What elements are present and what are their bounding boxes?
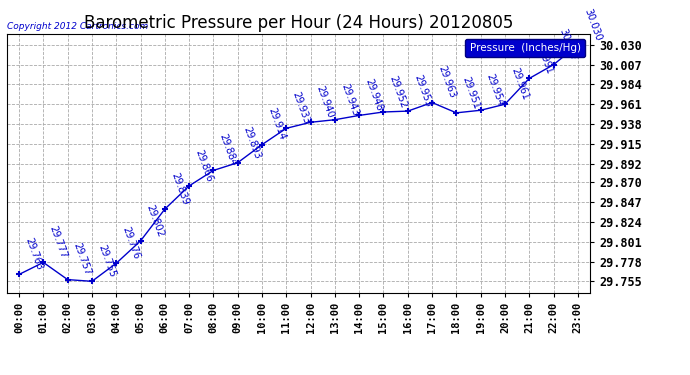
Text: 30.007: 30.007 bbox=[558, 27, 579, 62]
Text: 29.893: 29.893 bbox=[242, 125, 263, 160]
Text: 29.953: 29.953 bbox=[412, 73, 433, 108]
Text: 29.914: 29.914 bbox=[266, 107, 287, 142]
Text: 29.839: 29.839 bbox=[169, 171, 190, 206]
Pressure  (Inches/Hg) bbox=[573, 43, 582, 47]
Pressure  (Inches/Hg) bbox=[477, 108, 485, 112]
Text: 29.777: 29.777 bbox=[48, 224, 68, 260]
Text: 29.951: 29.951 bbox=[460, 75, 482, 110]
Text: 29.776: 29.776 bbox=[120, 225, 141, 261]
Pressure  (Inches/Hg) bbox=[209, 168, 217, 172]
Pressure  (Inches/Hg) bbox=[112, 261, 120, 266]
Pressure  (Inches/Hg) bbox=[185, 184, 193, 188]
Pressure  (Inches/Hg) bbox=[137, 238, 145, 243]
Text: 29.943: 29.943 bbox=[339, 82, 360, 117]
Pressure  (Inches/Hg) bbox=[380, 110, 388, 114]
Text: 29.954: 29.954 bbox=[485, 72, 506, 108]
Text: 29.991: 29.991 bbox=[533, 40, 554, 76]
Pressure  (Inches/Hg) bbox=[501, 102, 509, 106]
Pressure  (Inches/Hg) bbox=[404, 109, 412, 113]
Text: 29.933: 29.933 bbox=[290, 90, 311, 126]
Text: 29.948: 29.948 bbox=[364, 78, 384, 112]
Text: 29.940: 29.940 bbox=[315, 84, 335, 120]
Text: 29.866: 29.866 bbox=[193, 148, 214, 183]
Pressure  (Inches/Hg) bbox=[258, 142, 266, 147]
Text: Copyright 2012 Cartronics.com: Copyright 2012 Cartronics.com bbox=[7, 22, 148, 31]
Pressure  (Inches/Hg) bbox=[233, 160, 242, 165]
Pressure  (Inches/Hg) bbox=[63, 278, 72, 282]
Text: 29.952: 29.952 bbox=[388, 74, 408, 109]
Text: 29.961: 29.961 bbox=[509, 66, 530, 102]
Pressure  (Inches/Hg) bbox=[88, 279, 96, 284]
Text: 30.030: 30.030 bbox=[582, 7, 603, 42]
Pressure  (Inches/Hg) bbox=[355, 113, 364, 118]
Pressure  (Inches/Hg) bbox=[428, 100, 436, 105]
Text: 29.963: 29.963 bbox=[436, 64, 457, 100]
Text: 29.755: 29.755 bbox=[96, 243, 117, 279]
Pressure  (Inches/Hg) bbox=[549, 63, 558, 67]
Pressure  (Inches/Hg) bbox=[452, 111, 460, 115]
Text: 29.763: 29.763 bbox=[23, 236, 44, 272]
Pressure  (Inches/Hg) bbox=[306, 120, 315, 124]
Pressure  (Inches/Hg) bbox=[39, 260, 48, 265]
Legend: Pressure  (Inches/Hg): Pressure (Inches/Hg) bbox=[466, 39, 584, 57]
Text: 29.884: 29.884 bbox=[217, 132, 239, 168]
Pressure  (Inches/Hg) bbox=[331, 117, 339, 122]
Pressure  (Inches/Hg) bbox=[161, 207, 169, 212]
Line: Pressure  (Inches/Hg): Pressure (Inches/Hg) bbox=[16, 42, 581, 285]
Text: 29.757: 29.757 bbox=[72, 242, 93, 277]
Title: Barometric Pressure per Hour (24 Hours) 20120805: Barometric Pressure per Hour (24 Hours) … bbox=[83, 14, 513, 32]
Text: 29.802: 29.802 bbox=[145, 203, 166, 238]
Pressure  (Inches/Hg) bbox=[525, 76, 533, 81]
Pressure  (Inches/Hg) bbox=[282, 126, 290, 130]
Pressure  (Inches/Hg) bbox=[15, 272, 23, 277]
